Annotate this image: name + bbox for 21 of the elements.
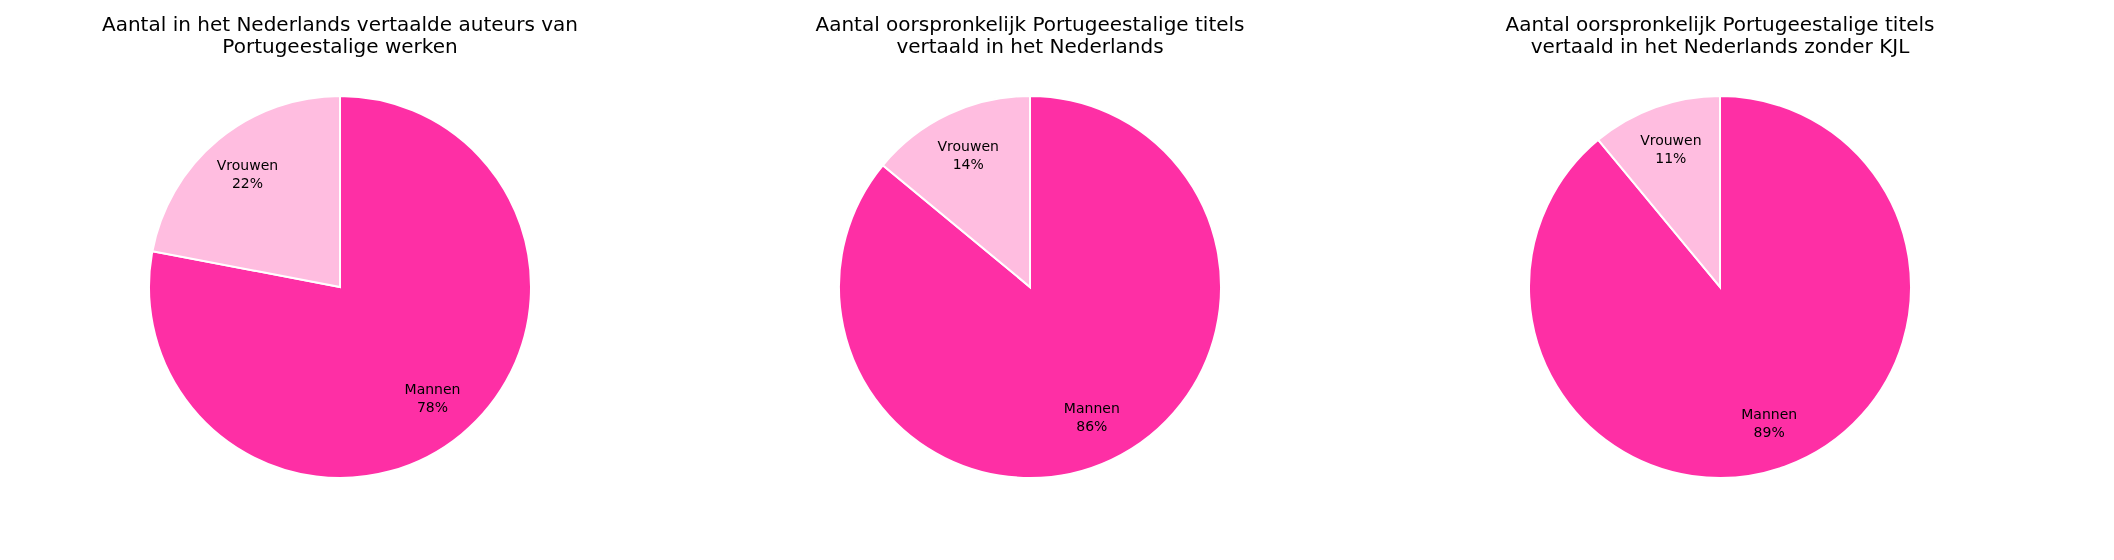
text: Aantal in het Nederlands vertaalde auteurs van	[102, 12, 578, 36]
text: Portugeestalige werken	[222, 34, 458, 58]
data-label: 86%	[1076, 418, 1108, 435]
slice-label: Vrouwen	[216, 157, 279, 174]
slice-label: Vrouwen	[937, 137, 999, 154]
text: Aantal oorspronkelijk Portugeestalige titels	[815, 12, 1245, 36]
slice-label: Vrouwen	[1640, 132, 1702, 149]
text: vertaald in het Nederlands	[896, 34, 1164, 58]
slice-label: Mannen	[1063, 400, 1120, 417]
text: Aantal oorspronkelijk Portugeestalige titels	[1505, 12, 1935, 36]
data-label: 11%	[1655, 150, 1687, 167]
data-label: 14%	[952, 155, 984, 172]
pie-slice	[148, 95, 532, 479]
pie-slice	[1528, 95, 1912, 479]
slice-label: Mannen	[404, 380, 461, 397]
text: vertaald in het Nederlands zonder KJL	[1530, 34, 1910, 58]
slice-label: Mannen	[1741, 405, 1798, 422]
data-label: 22%	[231, 175, 264, 192]
pie-slice	[838, 95, 1222, 479]
data-label: 78%	[416, 398, 449, 415]
data-label: 89%	[1753, 423, 1785, 440]
